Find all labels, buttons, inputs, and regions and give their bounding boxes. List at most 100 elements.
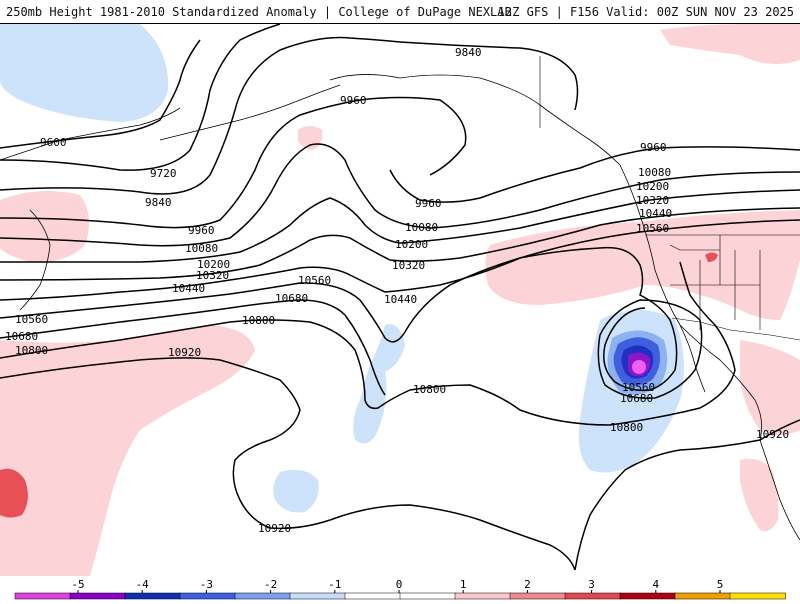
pos-anomaly-aleutian-blip xyxy=(298,126,323,150)
contour-label: 10920 xyxy=(258,522,291,535)
contour-label: 10800 xyxy=(242,314,275,327)
contour-10320 xyxy=(0,207,800,281)
contour-9720 xyxy=(0,23,281,171)
contour-9840-north xyxy=(399,41,579,111)
pos-anomaly-southwest xyxy=(0,325,255,576)
colorbar-tick-label: -4 xyxy=(136,578,150,591)
contour-label: 10800 xyxy=(15,344,48,357)
contour-label: 10200 xyxy=(395,238,428,251)
contour-label: 9960 xyxy=(188,224,215,237)
contour-label: 9720 xyxy=(150,167,177,180)
pos-anomaly-mexico-south xyxy=(740,458,779,532)
contour-label: 10800 xyxy=(413,383,446,396)
contour-10680-west xyxy=(0,299,386,396)
coastlines xyxy=(0,74,800,541)
contour-10560-low xyxy=(599,246,678,392)
colorbar-tick-label: 4 xyxy=(652,578,659,591)
contour-label: 10560 xyxy=(298,274,331,287)
contour-10200 xyxy=(0,189,800,263)
contour-9960-east xyxy=(389,146,800,203)
contour-label: 10320 xyxy=(196,269,229,282)
contour-10920-west xyxy=(0,357,576,571)
map-panel: 9840 9960 9600 9720 9840 9960 10080 1020… xyxy=(0,23,800,576)
contour-9960-west xyxy=(0,96,467,229)
contour-label: 10320 xyxy=(392,259,425,272)
contour-9840-west xyxy=(0,36,401,195)
height-contours xyxy=(0,23,800,571)
pos-anomaly-small-us xyxy=(705,252,718,262)
contour-label: 9600 xyxy=(40,136,67,149)
contour-label: 10560 xyxy=(15,313,48,326)
contour-label: 9960 xyxy=(415,197,442,210)
contour-label: 10560 xyxy=(622,381,655,394)
contour-10080-west xyxy=(0,143,800,247)
contour-label: 9960 xyxy=(340,94,367,107)
contour-label: 10440 xyxy=(384,293,417,306)
contour-9600 xyxy=(0,39,201,149)
pos-anomaly-mid-west xyxy=(0,468,28,518)
contour-10920-east xyxy=(759,419,800,441)
colorbar-swatch xyxy=(124,592,181,600)
colorbar-swatches xyxy=(14,592,786,600)
pos-anomaly-mexico xyxy=(740,340,800,435)
map-header: 250mb Height 1981-2010 Standardized Anom… xyxy=(0,0,800,24)
colorbar-swatch xyxy=(399,592,456,600)
coast-alaska xyxy=(329,74,621,166)
colorbar-tick-label: 2 xyxy=(524,578,531,591)
contour-label: 10320 xyxy=(636,194,669,207)
contour-label: 10560 xyxy=(636,222,669,235)
model-run-info: 12Z GFS | F156 Valid: 00Z SUN NOV 23 202… xyxy=(497,5,794,19)
colorbar-swatch xyxy=(509,592,566,600)
contour-label: 9840 xyxy=(455,46,482,59)
colorbar-swatch xyxy=(179,592,236,600)
colorbar-tick-label: 1 xyxy=(460,578,467,591)
neg-anomaly-low-core xyxy=(632,360,646,374)
pos-anomaly-west xyxy=(0,191,89,263)
colorbar-tick-label: -2 xyxy=(264,578,277,591)
neg-anomaly-south-blob xyxy=(273,469,319,513)
contour-label: 9960 xyxy=(640,141,667,154)
coast-baja xyxy=(679,324,706,393)
colorbar-swatch xyxy=(619,592,676,600)
colorbar-swatch xyxy=(729,592,786,600)
colorbar-swatch xyxy=(674,592,731,600)
contour-label: 10680 xyxy=(620,392,653,405)
contour-label: 10200 xyxy=(197,258,230,271)
contour-10800-west xyxy=(0,261,736,426)
colorbar-legend: -5 -4 -3 -2 -1 0 1 2 3 4 5 xyxy=(0,576,800,600)
colorbar-tick-label: -5 xyxy=(71,578,84,591)
contour-10680-low xyxy=(597,299,703,399)
colorbar-swatch xyxy=(344,592,401,600)
colorbar-tick-label: 0 xyxy=(396,578,403,591)
contour-10440 xyxy=(0,219,800,301)
contour-label: 10920 xyxy=(756,428,789,441)
colorbar-tick-labels: -5 -4 -3 -2 -1 0 1 2 3 4 5 xyxy=(71,578,723,593)
colorbar-tick-label: -1 xyxy=(328,578,341,591)
colorbar-swatch xyxy=(14,592,71,600)
contour-label: 10200 xyxy=(636,180,669,193)
colorbar-swatch xyxy=(564,592,621,600)
pos-anomaly-east-pacific xyxy=(485,210,800,320)
border-us-mexico xyxy=(671,317,800,341)
pos-anomaly-northeast xyxy=(660,24,800,64)
colorbar-tick-label: 5 xyxy=(717,578,724,591)
contour-label: 10080 xyxy=(185,242,218,255)
map-canvas: 9840 9960 9600 9720 9840 9960 10080 1020… xyxy=(0,23,800,576)
contour-label: 10080 xyxy=(405,221,438,234)
contour-10920-lower xyxy=(574,439,761,571)
colorbar-swatch xyxy=(454,592,511,600)
contour-label: 10080 xyxy=(638,166,671,179)
contour-label: 10920 xyxy=(168,346,201,359)
colorbar-tick-label: 3 xyxy=(588,578,595,591)
map-title: 250mb Height 1981-2010 Standardized Anom… xyxy=(6,5,512,19)
colorbar-svg: -5 -4 -3 -2 -1 0 1 2 3 4 5 xyxy=(14,578,786,600)
colorbar-tick-label: -3 xyxy=(200,578,213,591)
contour-labels: 9840 9960 9600 9720 9840 9960 10080 1020… xyxy=(5,46,789,535)
colorbar-swatch xyxy=(289,592,346,600)
contour-label: 10440 xyxy=(639,207,672,220)
contour-label: 10680 xyxy=(5,330,38,343)
contour-label: 10800 xyxy=(610,421,643,434)
contour-10560-west xyxy=(0,247,601,343)
contour-label: 9840 xyxy=(145,196,172,209)
anomaly-shading xyxy=(0,24,800,576)
